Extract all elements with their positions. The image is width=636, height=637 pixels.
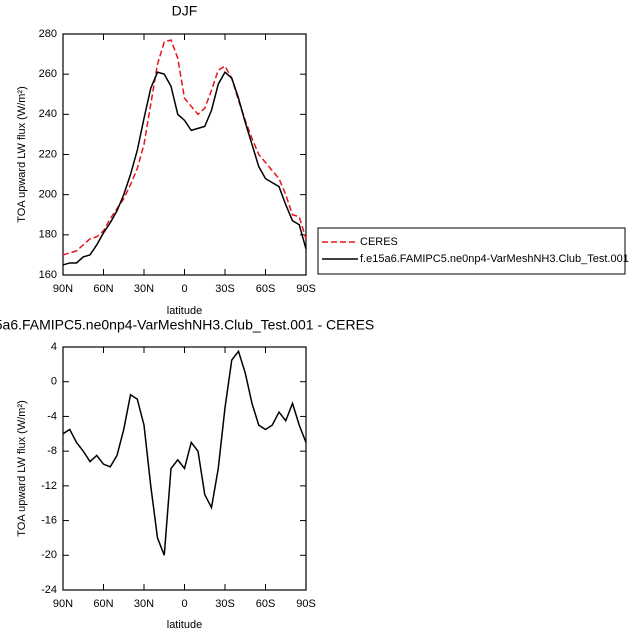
x-tick-label: 60N xyxy=(93,598,113,610)
y-tick-label: 280 xyxy=(39,28,57,40)
y-axis-label: TOA upward LW flux (W/m²) xyxy=(16,86,28,223)
legend-label: CERES xyxy=(360,236,398,248)
x-tick-label: 0 xyxy=(181,598,187,610)
x-tick-label: 30S xyxy=(215,283,235,295)
series-line xyxy=(62,349,307,556)
y-tick-label: -8 xyxy=(47,445,57,457)
y-tick-label: 240 xyxy=(39,108,57,120)
y-tick-label: 260 xyxy=(39,68,57,80)
x-axis-label: latitude xyxy=(167,619,202,631)
y-tick-label: 220 xyxy=(39,148,57,160)
y-tick-label: -4 xyxy=(47,410,57,422)
x-tick-label: 60S xyxy=(256,598,276,610)
y-tick-label: 0 xyxy=(51,376,57,388)
x-tick-label: 60N xyxy=(93,283,113,295)
chart-title: 5a6.FAMIPC5.ne0np4-VarMeshNH3.Club_Test.… xyxy=(0,317,374,333)
y-tick-label: -20 xyxy=(41,549,57,561)
y-tick-label: 200 xyxy=(39,189,57,201)
y-tick-label: 160 xyxy=(39,269,57,281)
x-tick-label: 30S xyxy=(215,598,235,610)
plot-frame xyxy=(62,346,307,591)
x-tick-label: 0 xyxy=(181,283,187,295)
series-line xyxy=(62,39,307,256)
series-line xyxy=(62,70,307,266)
plot-frame xyxy=(62,33,307,276)
x-tick-label: 90S xyxy=(296,598,316,610)
y-tick-label: -12 xyxy=(41,480,57,492)
chart-title: DJF xyxy=(172,3,198,19)
x-tick-label: 90N xyxy=(53,598,73,610)
y-tick-label: -24 xyxy=(41,584,57,596)
legend-label: f.e15a6.FAMIPC5.ne0np4-VarMeshNH3.Club_T… xyxy=(360,253,629,265)
x-tick-label: 60S xyxy=(256,283,276,295)
y-tick-label: 4 xyxy=(51,341,57,353)
y-tick-label: 180 xyxy=(39,229,57,241)
y-tick-label: -16 xyxy=(41,514,57,526)
legend-box xyxy=(317,227,626,275)
x-tick-label: 30N xyxy=(134,598,154,610)
x-tick-label: 90N xyxy=(53,283,73,295)
y-axis-label: TOA upward LW flux (W/m²) xyxy=(16,400,28,537)
x-tick-label: 30N xyxy=(134,283,154,295)
x-axis-label: latitude xyxy=(167,305,202,317)
x-tick-label: 90S xyxy=(296,283,316,295)
